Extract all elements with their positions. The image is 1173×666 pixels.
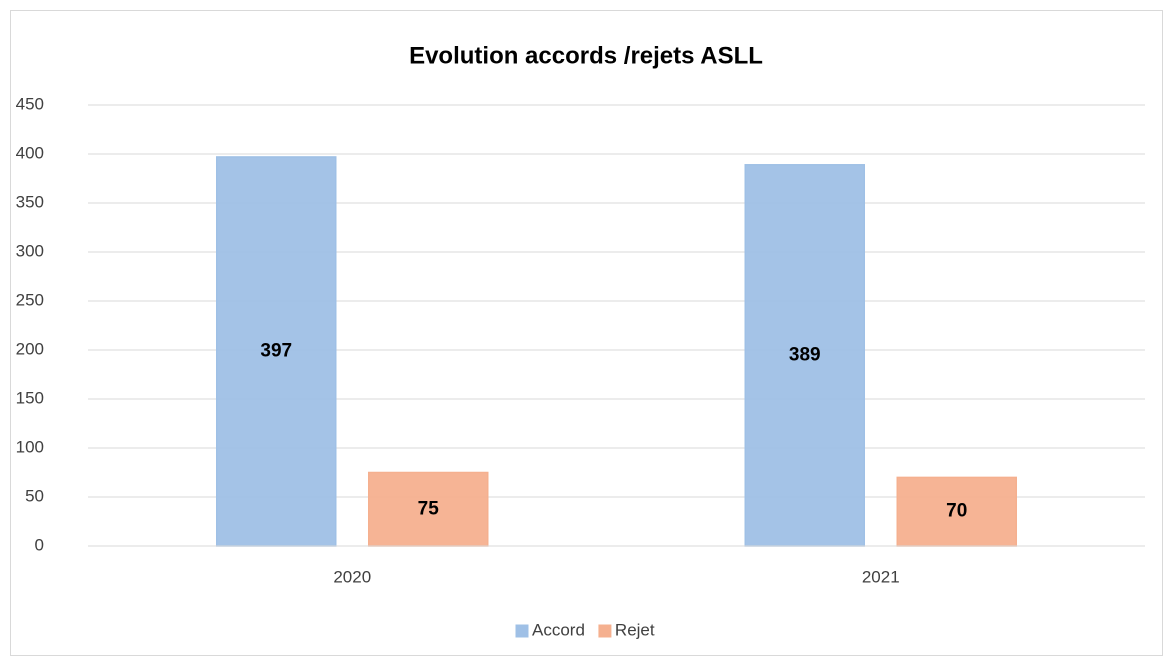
data-label: 397 [260, 340, 292, 361]
y-tick-label: 0 [35, 535, 44, 554]
legend-label: Rejet [615, 620, 655, 639]
y-tick-label: 400 [16, 143, 44, 162]
y-tick-label: 250 [16, 290, 44, 309]
x-tick-label: 2020 [333, 567, 371, 586]
legend-swatch [515, 624, 529, 638]
y-tick-label: 150 [16, 388, 44, 407]
y-tick-label: 350 [16, 192, 44, 211]
legend-swatch [598, 624, 612, 638]
y-tick-label: 200 [16, 339, 44, 358]
y-tick-label: 100 [16, 437, 44, 456]
bar [216, 156, 337, 547]
y-tick-label: 300 [16, 241, 44, 260]
chart-title: Evolution accords /rejets ASLL [409, 42, 763, 69]
data-label: 389 [789, 344, 821, 365]
data-label: 70 [946, 501, 967, 522]
chart-frame [10, 10, 1163, 656]
data-label: 75 [418, 498, 440, 519]
y-tick-label: 50 [25, 486, 44, 505]
x-tick-label: 2021 [862, 567, 900, 586]
bar [368, 471, 489, 547]
legend-label: Accord [532, 620, 585, 639]
bar [896, 476, 1017, 547]
y-tick-label: 450 [16, 94, 44, 113]
